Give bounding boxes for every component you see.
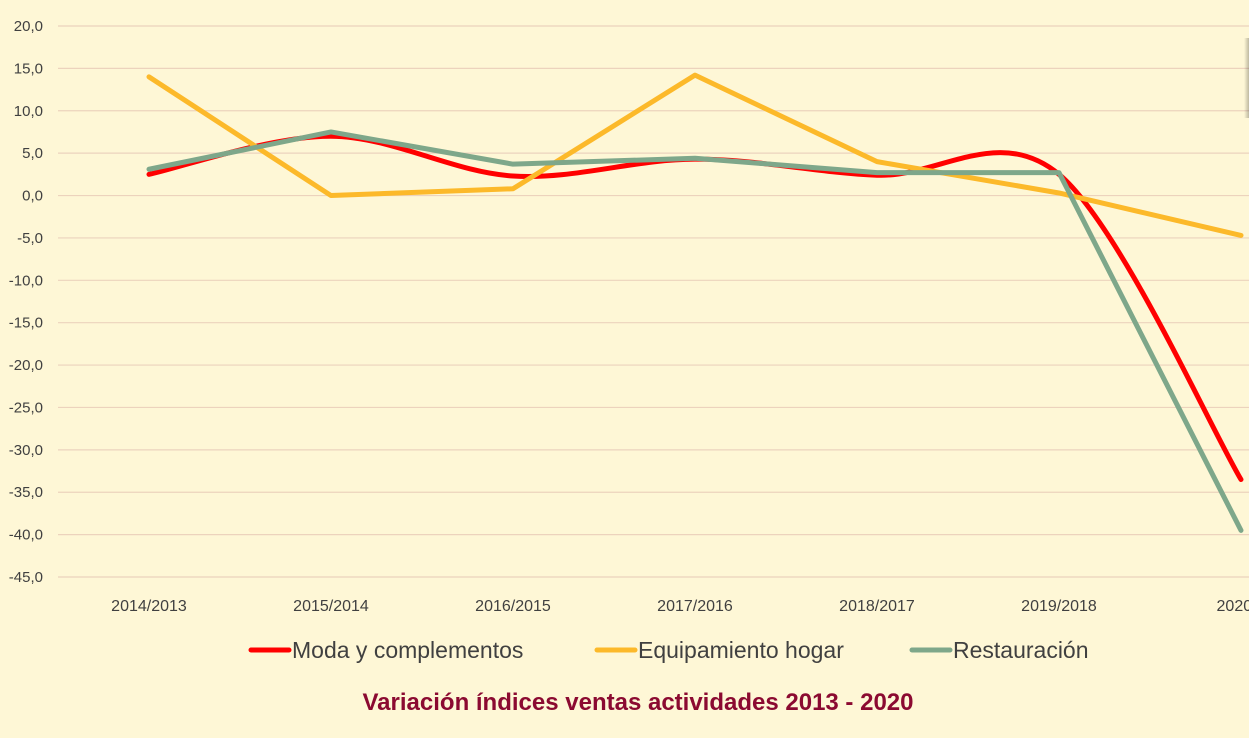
y-tick-label: -30,0	[9, 442, 43, 459]
series-lines	[146, 72, 1244, 533]
y-tick-label: 15,0	[14, 60, 43, 77]
y-tick-label: -45,0	[9, 569, 43, 586]
series-line-restauracion	[146, 129, 1244, 533]
y-tick-label: 20,0	[14, 18, 43, 35]
x-axis-ticks: 2014/2013 2015/2014 2016/2015 2017/2016 2018…	[111, 598, 1249, 615]
x-tick-label: 2018/2017	[839, 598, 915, 615]
series-line-moda-y-complementos	[146, 133, 1244, 483]
y-tick-label: -35,0	[9, 484, 43, 501]
y-tick-label: -20,0	[9, 357, 43, 374]
y-axis-ticks: 20,0 15,0 10,0 5,0 0,0 -5,0 -10,0 -15,0 -20,0 -25…	[9, 18, 43, 586]
x-tick-label: 2020/2	[1217, 598, 1249, 615]
legend: Moda y complementos Equipamiento hogar Res…	[248, 637, 1089, 663]
y-tick-label: -25,0	[9, 399, 43, 416]
legend-label: Restauración	[953, 637, 1089, 663]
series-line-equipamiento-hogar	[146, 72, 1244, 238]
gridlines	[58, 25, 1249, 578]
x-tick-label: 2019/2018	[1021, 598, 1097, 615]
legend-label: Moda y complementos	[292, 637, 523, 663]
window-edge-shadow	[1244, 38, 1249, 118]
x-tick-label: 2014/2013	[111, 598, 187, 615]
x-tick-label: 2016/2015	[475, 598, 551, 615]
x-tick-label: 2015/2014	[293, 598, 369, 615]
y-tick-label: 5,0	[22, 145, 43, 162]
legend-label: Equipamiento hogar	[638, 637, 844, 663]
x-tick-label: 2017/2016	[657, 598, 733, 615]
y-tick-label: 0,0	[22, 188, 43, 205]
y-tick-label: -5,0	[17, 230, 43, 247]
chart-title: Variación índices ventas actividades 201…	[362, 689, 914, 716]
y-tick-label: 10,0	[14, 103, 43, 120]
y-tick-label: -15,0	[9, 315, 43, 332]
y-tick-label: -40,0	[9, 527, 43, 544]
y-tick-label: -10,0	[9, 272, 43, 289]
